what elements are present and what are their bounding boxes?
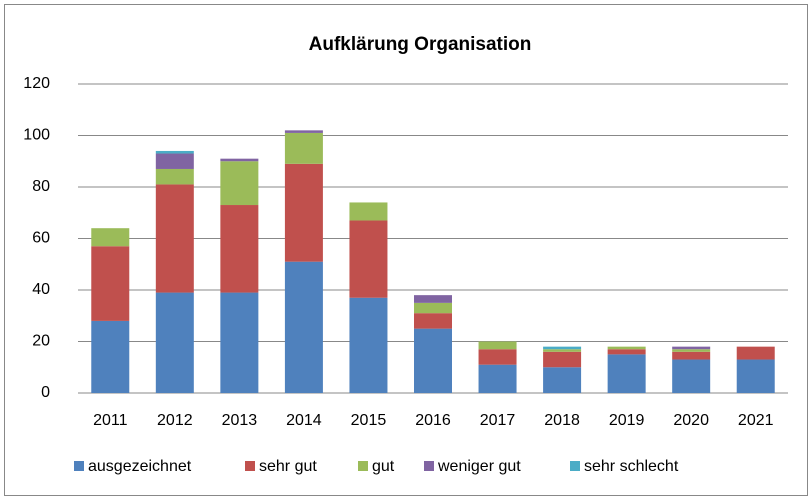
x-tick-label: 2021 <box>738 412 774 429</box>
bar-segment <box>414 302 452 314</box>
bar-segment <box>349 202 388 221</box>
bar-segment <box>349 297 388 393</box>
y-tick-label: 20 <box>32 333 50 350</box>
y-tick-label: 120 <box>23 75 50 92</box>
legend-label: sehr schlecht <box>584 458 679 475</box>
x-tick-label: 2011 <box>93 412 128 429</box>
bar-segment <box>155 153 194 169</box>
legend-label: sehr gut <box>259 458 317 475</box>
y-tick-label: 80 <box>32 178 50 195</box>
y-tick-label: 60 <box>32 230 50 247</box>
bar-segment <box>284 163 323 262</box>
bar-segment <box>155 168 194 185</box>
bar-segment <box>91 320 130 393</box>
bar-segment <box>672 351 711 360</box>
bar-segment <box>478 364 517 393</box>
bar-segment <box>155 184 194 293</box>
bar-segment <box>478 341 517 350</box>
legend-swatch <box>424 461 434 471</box>
bar-segment <box>91 228 130 247</box>
bar-segment <box>414 313 452 329</box>
bar-segment <box>736 346 775 360</box>
bar-segment <box>155 292 194 393</box>
bar-segment <box>607 354 646 393</box>
chart-border <box>4 4 808 496</box>
x-tick-label: 2012 <box>157 412 193 429</box>
x-tick-label: 2018 <box>544 412 580 429</box>
bar-segment <box>672 349 711 352</box>
x-tick-label: 2019 <box>609 412 645 429</box>
bar-segment <box>672 346 711 350</box>
y-tick-label: 0 <box>41 384 50 401</box>
bar-segment <box>349 220 388 298</box>
x-tick-label: 2015 <box>351 412 387 429</box>
legend-swatch <box>245 461 255 471</box>
legend-swatch <box>570 461 580 471</box>
x-tick-label: 2020 <box>673 412 709 429</box>
x-tick-label: 2016 <box>415 412 451 429</box>
bar-segment <box>220 292 259 393</box>
bar-segment <box>478 349 517 365</box>
bar-segment <box>607 346 646 350</box>
bar-segment <box>414 328 452 393</box>
legend-label: weniger gut <box>437 458 521 475</box>
bar-segment <box>543 367 582 393</box>
bar-segment <box>220 161 259 206</box>
bar-segment <box>284 261 323 393</box>
bar-segment <box>607 349 646 355</box>
bar-segment <box>736 359 775 393</box>
y-tick-label: 100 <box>23 127 50 144</box>
x-tick-label: 2017 <box>480 412 516 429</box>
bar-segment <box>91 246 130 321</box>
bar-segment <box>284 130 323 133</box>
bar-segment <box>543 346 582 350</box>
bar-segment <box>220 205 259 293</box>
legend-label: gut <box>372 458 395 475</box>
bar-segment <box>414 295 452 303</box>
legend-swatch <box>74 461 84 471</box>
bar-segment <box>672 359 711 393</box>
bar-segment <box>155 150 194 154</box>
x-tick-label: 2014 <box>286 412 322 429</box>
bar-segment <box>284 132 323 164</box>
legend-label: ausgezeichnet <box>88 458 192 475</box>
y-tick-label: 40 <box>32 281 50 298</box>
bar-segment <box>543 349 582 352</box>
chart-title: Aufklärung Organisation <box>309 34 532 55</box>
x-tick-label: 2013 <box>222 412 258 429</box>
legend-swatch <box>358 461 368 471</box>
bar-segment <box>220 158 259 162</box>
bar-segment <box>543 351 582 368</box>
